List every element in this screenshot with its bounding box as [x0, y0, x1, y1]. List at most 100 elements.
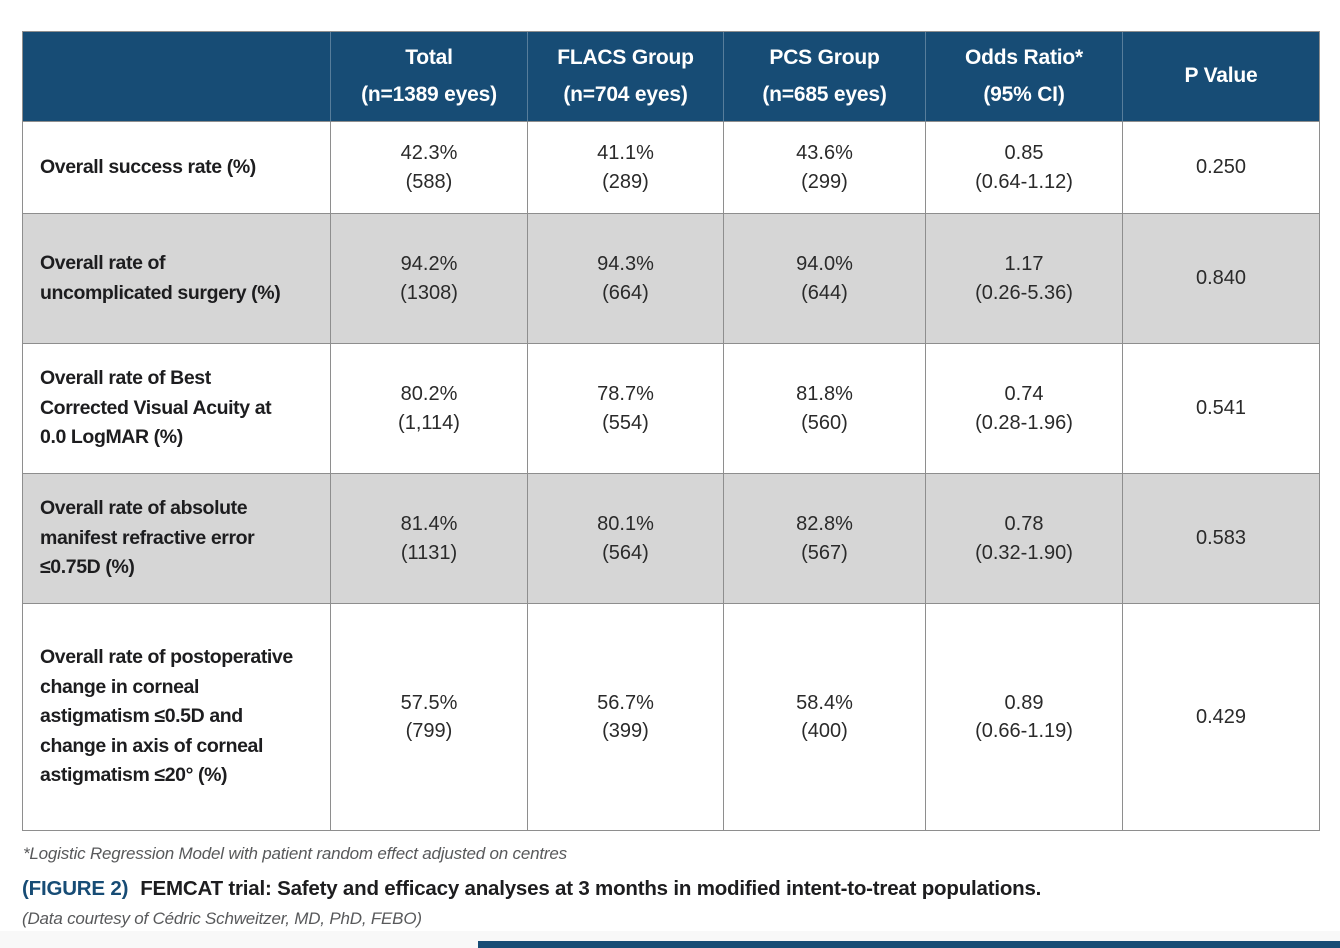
cell-pcs: 43.6% (299) [724, 122, 926, 214]
cell-p-value: 0.429 [1123, 604, 1319, 830]
cell-ci: (0.26-5.36) [975, 281, 1073, 304]
cell-percent: 81.4% [400, 513, 458, 536]
row-label-cell: Overall success rate (%) [23, 122, 331, 214]
cell-total: 42.3% (588) [331, 122, 528, 214]
cell-count: (567) [801, 541, 848, 564]
cell-pcs: 81.8% (560) [724, 344, 926, 474]
cell-percent: 78.7% [597, 383, 654, 406]
cell-total: 80.2% (1,114) [331, 344, 528, 474]
cell-count: (399) [602, 720, 649, 742]
data-credit: (Data courtesy of Cédric Schweitzer, MD,… [22, 909, 422, 928]
table-row: Overall success rate (%) 42.3% (588) 41.… [23, 122, 1319, 214]
cell-odds-ratio: 0.78 (0.32-1.90) [926, 474, 1123, 604]
cell-ci: (0.28-1.96) [975, 411, 1073, 434]
table-row: Overall rate of Best Corrected Visual Ac… [23, 344, 1319, 474]
figure-caption-text: FEMCAT trial: Safety and efficacy analys… [140, 877, 1042, 900]
cell-flacs: 94.3% (664) [528, 214, 724, 344]
cell-percent: 58.4% [796, 691, 853, 714]
cell-count: (289) [602, 170, 649, 193]
table-body: Overall success rate (%) 42.3% (588) 41.… [23, 122, 1319, 830]
cell-flacs: 41.1% (289) [528, 122, 724, 214]
cell-percent: 80.2% [400, 383, 458, 406]
cell-count: (560) [801, 411, 848, 434]
header-line: (n=1389 eyes) [361, 83, 497, 106]
cell-pcs: 94.0% (644) [724, 214, 926, 344]
col-header-total: Total (n=1389 eyes) [331, 32, 528, 122]
cell-ci: (0.32-1.90) [975, 541, 1073, 564]
cell-flacs: 78.7% (554) [528, 344, 724, 474]
cell-odds-ratio: 0.74 (0.28-1.96) [926, 344, 1123, 474]
cell-percent: 43.6% [796, 142, 853, 165]
header-line: FLACS Group [557, 45, 694, 69]
cell-count: (564) [602, 541, 649, 564]
cell-count: (664) [602, 281, 649, 304]
results-table: Total (n=1389 eyes) FLACS Group (n=704 e… [22, 31, 1320, 831]
cell-percent: 81.8% [796, 383, 853, 406]
table-row: Overall rate of uncomplicated surgery (%… [23, 214, 1319, 344]
table-row: Overall rate of postoperative change in … [23, 604, 1319, 830]
col-header-odds-ratio: Odds Ratio* (95% CI) [926, 32, 1123, 122]
cell-total: 57.5% (799) [331, 604, 528, 830]
cell-percent: 94.0% [796, 253, 853, 276]
cell-count: (1,114) [398, 411, 460, 434]
header-line: PCS Group [769, 45, 880, 69]
cell-odds-ratio: 1.17 (0.26-5.36) [926, 214, 1123, 344]
col-header-p-value: P Value [1123, 32, 1319, 122]
cell-p-value: 0.840 [1123, 214, 1319, 344]
cell-count: (554) [602, 411, 649, 434]
row-label-cell: Overall rate of Best Corrected Visual Ac… [23, 344, 331, 474]
cell-flacs: 56.7% (399) [528, 604, 724, 830]
cell-percent: 82.8% [796, 513, 853, 536]
cell-ratio: 0.74 [1004, 383, 1044, 406]
cell-percent: 80.1% [597, 513, 654, 536]
cell-ratio: 1.17 [1004, 253, 1044, 276]
col-header-pcs-group: PCS Group (n=685 eyes) [724, 32, 926, 122]
cell-count: (644) [801, 281, 848, 304]
cell-percent: 41.1% [597, 142, 654, 165]
cell-count: (299) [801, 170, 848, 193]
cell-odds-ratio: 0.85 (0.64-1.12) [926, 122, 1123, 214]
col-header-flacs-group: FLACS Group (n=704 eyes) [528, 32, 724, 122]
cell-count: (1308) [400, 281, 458, 304]
row-label-cell: Overall rate of absolute manifest refrac… [23, 474, 331, 604]
cell-ratio: 0.85 [1004, 142, 1044, 165]
cell-p-value: 0.541 [1123, 344, 1319, 474]
bottom-accent-bar [478, 941, 1340, 948]
row-label-cell: Overall rate of uncomplicated surgery (%… [23, 214, 331, 344]
cell-ci: (0.64-1.12) [975, 170, 1073, 193]
header-line: (n=704 eyes) [563, 83, 688, 106]
header-line: Odds Ratio* [965, 45, 1083, 69]
cell-ratio: 0.78 [1004, 513, 1044, 536]
header-line: (n=685 eyes) [762, 83, 887, 106]
row-label-cell: Overall rate of postoperative change in … [23, 604, 331, 830]
cell-count: (588) [405, 170, 453, 193]
cell-count: (1131) [400, 541, 458, 564]
cell-pcs: 58.4% (400) [724, 604, 926, 830]
cell-total: 94.2% (1308) [331, 214, 528, 344]
header-line: P Value [1184, 64, 1258, 88]
cell-percent: 56.7% [597, 691, 654, 714]
table-row: Overall rate of absolute manifest refrac… [23, 474, 1319, 604]
figure-tag: (FIGURE 2) [22, 877, 129, 900]
cell-odds-ratio: 0.89 (0.66-1.19) [926, 604, 1123, 830]
cell-ci: (0.66-1.19) [975, 720, 1073, 742]
col-header-empty [23, 32, 331, 122]
cell-count: (799) [405, 720, 453, 742]
header-row: Total (n=1389 eyes) FLACS Group (n=704 e… [23, 32, 1319, 122]
cell-percent: 42.3% [400, 142, 458, 165]
footnote: *Logistic Regression Model with patient … [23, 844, 567, 863]
cell-flacs: 80.1% (564) [528, 474, 724, 604]
header-line: (95% CI) [983, 83, 1065, 106]
cell-total: 81.4% (1131) [331, 474, 528, 604]
cell-ratio: 0.89 [1004, 691, 1044, 714]
cell-percent: 94.3% [597, 253, 654, 276]
cell-pcs: 82.8% (567) [724, 474, 926, 604]
cell-p-value: 0.583 [1123, 474, 1319, 604]
cell-count: (400) [801, 720, 848, 742]
header-line: Total [405, 45, 453, 69]
cell-p-value: 0.250 [1123, 122, 1319, 214]
figure-caption: (FIGURE 2) FEMCAT trial: Safety and effic… [22, 877, 1340, 901]
cell-percent: 57.5% [400, 691, 458, 714]
table-header: Total (n=1389 eyes) FLACS Group (n=704 e… [23, 32, 1319, 122]
